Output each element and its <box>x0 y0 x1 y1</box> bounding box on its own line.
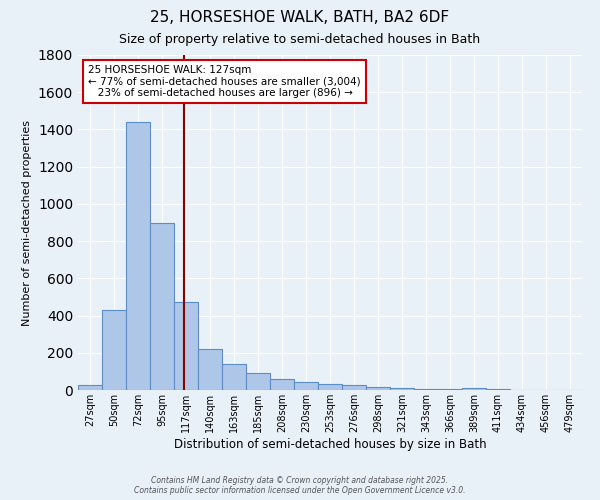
Bar <box>318 384 342 390</box>
Bar <box>78 385 102 390</box>
Bar <box>270 379 294 390</box>
Text: Size of property relative to semi-detached houses in Bath: Size of property relative to semi-detach… <box>119 32 481 46</box>
Bar <box>174 302 198 390</box>
Bar <box>150 222 174 390</box>
Y-axis label: Number of semi-detached properties: Number of semi-detached properties <box>22 120 32 326</box>
Bar <box>198 349 222 390</box>
Text: 25, HORSESHOE WALK, BATH, BA2 6DF: 25, HORSESHOE WALK, BATH, BA2 6DF <box>151 10 449 25</box>
Text: 25 HORSESHOE WALK: 127sqm
← 77% of semi-detached houses are smaller (3,004)
   2: 25 HORSESHOE WALK: 127sqm ← 77% of semi-… <box>88 65 361 98</box>
Bar <box>414 388 438 390</box>
Bar <box>222 364 246 390</box>
Bar <box>390 388 414 390</box>
Bar <box>126 122 150 390</box>
Text: Contains HM Land Registry data © Crown copyright and database right 2025.
Contai: Contains HM Land Registry data © Crown c… <box>134 476 466 495</box>
Bar <box>246 373 270 390</box>
Bar <box>342 385 366 390</box>
Bar <box>462 388 486 390</box>
Bar <box>294 382 318 390</box>
X-axis label: Distribution of semi-detached houses by size in Bath: Distribution of semi-detached houses by … <box>173 438 487 450</box>
Bar <box>366 387 390 390</box>
Bar <box>102 310 126 390</box>
